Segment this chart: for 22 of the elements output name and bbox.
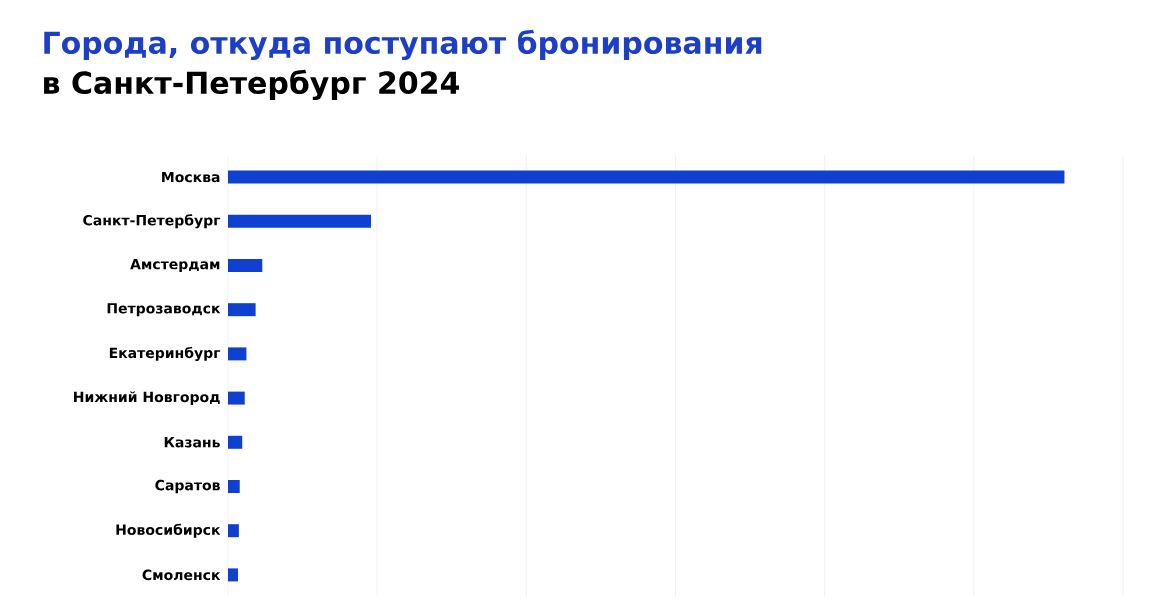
bar: [228, 391, 245, 405]
y-tick-label: Москва: [162, 171, 220, 183]
y-tick-label: Санкт-Петербург: [83, 214, 221, 229]
y-tick-label: Екатеринбург: [109, 346, 221, 361]
bar: [228, 347, 247, 361]
y-tick-label: Казань: [164, 437, 220, 448]
bar: [228, 435, 243, 449]
bar: [228, 170, 1065, 184]
bar: [228, 303, 256, 317]
y-tick-label: Амстердам: [130, 258, 220, 273]
bar: [228, 258, 263, 272]
chart-subtitle: в Санкт-Петербург 2024: [44, 69, 460, 101]
bar: [228, 568, 239, 582]
bar: [228, 479, 240, 493]
y-tick-label: Новосибирск: [116, 523, 221, 538]
bar: [228, 524, 239, 538]
chart-title: Города, откуда поступают бронирования: [44, 29, 762, 61]
y-tick-label: Саратов: [155, 479, 220, 494]
y-tick-label: Петрозаводск: [107, 303, 221, 317]
y-tick-label: Смоленск: [142, 569, 221, 581]
bar: [228, 214, 372, 228]
y-tick-label: Нижний Новгород: [74, 391, 220, 405]
